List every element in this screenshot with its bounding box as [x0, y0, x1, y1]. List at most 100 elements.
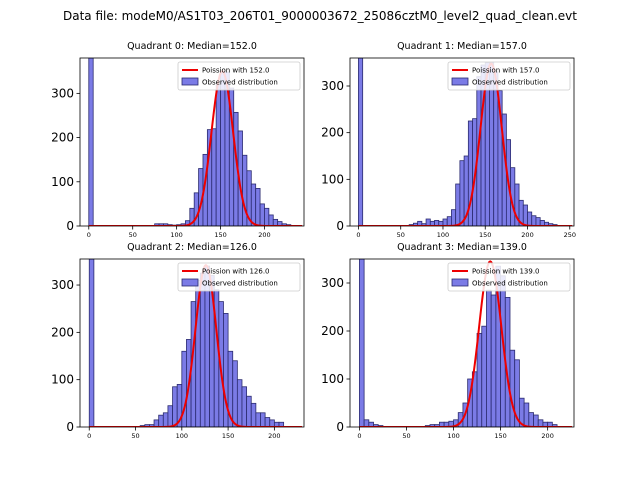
legend: Poission with 139.0 Observed distribution	[447, 262, 571, 292]
x-tick-label: 200	[521, 231, 533, 239]
histogram-bar	[167, 405, 173, 427]
histogram-bar	[246, 395, 252, 427]
histogram-bar	[259, 203, 265, 226]
y-tick-label: 300	[321, 276, 344, 290]
quadrant-1-panel: 0 100 200 300 0 50 100 150 200 250 Quadrant 1: Med…	[321, 41, 576, 239]
histogram-bar	[533, 414, 539, 427]
histogram-bar	[363, 419, 370, 427]
x-tick-label: 0	[87, 231, 91, 239]
legend-bar-label: Observed distribution	[202, 280, 278, 288]
histogram-bar	[232, 360, 238, 427]
histogram-bar	[451, 209, 457, 226]
histogram-bar	[486, 289, 492, 427]
legend: Poission with 157.0 Observed distribution	[447, 61, 571, 91]
histogram-bar	[531, 215, 537, 226]
histogram-bar	[269, 419, 275, 427]
legend-box	[177, 61, 301, 91]
poisson-curve	[89, 263, 303, 427]
x-tick-label: 200	[258, 231, 270, 239]
y-tick-label: 200	[321, 324, 344, 338]
histogram-bar	[211, 128, 217, 226]
histogram-bar	[551, 424, 558, 427]
y-tick-label: 200	[51, 325, 74, 339]
histogram-bar	[537, 419, 544, 427]
legend-line-label: Poission with 126.0	[202, 268, 270, 276]
histogram-bar	[88, 58, 94, 226]
histogram-bar	[268, 214, 274, 226]
legend-box	[447, 262, 571, 292]
legend-bar-swatch	[181, 278, 199, 287]
histogram-bar	[455, 183, 461, 226]
histogram-bar	[459, 160, 465, 226]
histogram-bar	[528, 412, 534, 427]
x-tick-label: 150	[479, 231, 491, 239]
histogram-bar	[523, 402, 530, 427]
y-tick-label: 300	[51, 86, 74, 100]
y-tick-label: 0	[66, 219, 74, 233]
legend-line-label: Poission with 157.0	[472, 67, 540, 75]
x-tick-label: 200	[541, 432, 553, 440]
x-tick-label: 50	[131, 432, 139, 440]
histogram-bar	[264, 207, 270, 226]
x-tick-label: 50	[397, 231, 405, 239]
legend-bar-label: Observed distribution	[472, 79, 548, 87]
x-tick-label: 100	[437, 231, 449, 239]
x-tick-label: 0	[357, 432, 361, 440]
legend-line-label: Poission with 139.0	[472, 268, 540, 276]
histogram-bar	[88, 259, 95, 427]
x-tick-label: 100	[447, 432, 459, 440]
legend-line-label: Poission with 152.0	[202, 67, 270, 75]
legend: Poission with 152.0 Observed distribution	[177, 61, 301, 91]
legend-bar-label: Observed distribution	[202, 79, 278, 87]
y-tick-label: 300	[51, 278, 74, 292]
x-tick-label: 250	[564, 231, 576, 239]
quadrant-3-title: Quadrant 3: Median=139.0	[397, 242, 527, 253]
x-tick-label: 100	[176, 432, 188, 440]
quadrant-2-title: Quadrant 2: Median=126.0	[127, 242, 257, 253]
histogram-bar	[490, 294, 497, 427]
histogram-bar	[359, 259, 365, 427]
axes-frame	[349, 258, 575, 428]
histogram-bar	[215, 84, 221, 226]
histogram-bar	[481, 325, 487, 427]
y-tick-label: 100	[51, 175, 74, 189]
histogram-bar	[509, 349, 516, 427]
y-tick-label: 100	[321, 372, 344, 386]
x-tick-label: 50	[129, 231, 137, 239]
histogram-bar	[425, 218, 431, 226]
legend-box	[177, 262, 301, 292]
y-tick-label: 200	[51, 131, 74, 145]
quadrant-0-panel: 0 100 200 300 0 50 100 150 200 Quadrant 0: Median…	[51, 41, 305, 239]
histogram-bar	[358, 58, 364, 226]
axes-frame	[349, 57, 575, 227]
figure-title: Data file: modeM0/AS1T03_206T01_90000036…	[63, 9, 577, 23]
histogram-bar	[442, 218, 448, 226]
histogram-bar	[241, 386, 248, 427]
y-tick-label: 200	[321, 126, 344, 140]
histogram-bar	[255, 188, 261, 226]
histogram-bar	[162, 412, 169, 427]
histogram-bar	[535, 217, 541, 226]
histogram-bar	[220, 70, 226, 226]
y-tick-label: 100	[321, 172, 344, 186]
plot-area	[88, 259, 303, 427]
histogram-bar	[236, 379, 243, 427]
y-tick-label: 0	[66, 420, 74, 434]
x-tick-label: 0	[87, 432, 91, 440]
histogram-bar	[527, 211, 533, 226]
legend-bar-label: Observed distribution	[472, 280, 548, 288]
y-tick-label: 0	[336, 219, 344, 233]
x-tick-label: 150	[222, 432, 234, 440]
axes-frame	[79, 57, 305, 227]
histogram-bar	[278, 421, 285, 427]
x-tick-label: 150	[214, 231, 226, 239]
legend: Poission with 126.0 Observed distribution	[177, 262, 301, 292]
x-tick-label: 0	[356, 231, 360, 239]
plot-area	[88, 58, 303, 226]
histogram-bar	[153, 419, 160, 427]
histogram-bar	[158, 414, 164, 427]
legend-box	[447, 61, 571, 91]
quadrant-1-title: Quadrant 1: Median=157.0	[397, 41, 527, 52]
subplot-grid: 0 100 200 300 0 50 100 150 200 Quadrant 0: Median…	[51, 41, 576, 440]
